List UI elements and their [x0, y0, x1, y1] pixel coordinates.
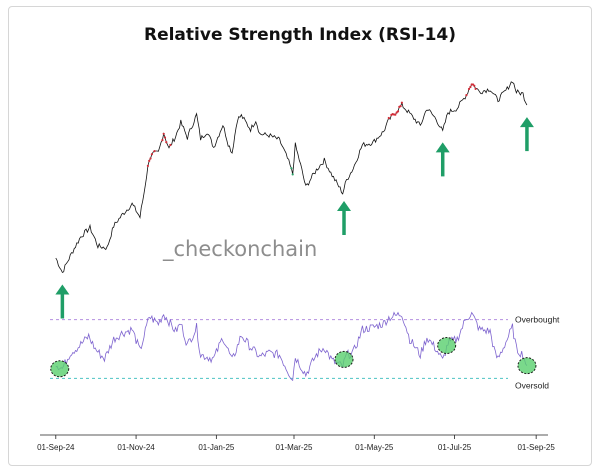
overbought-marker	[394, 113, 397, 116]
x-tick-label: 01-Nov-24	[117, 443, 155, 452]
oversold-circle	[517, 357, 537, 375]
overbought-marker	[150, 153, 153, 156]
overbought-marker	[467, 87, 471, 91]
overbought-marker	[153, 150, 156, 153]
overbought-marker	[399, 105, 402, 108]
overbought-marker	[469, 85, 472, 89]
x-tick-label: 01-Mar-25	[276, 443, 313, 452]
x-tick-label: 01-Jan-25	[198, 443, 235, 452]
overbought-marker	[149, 157, 152, 160]
overbought-marker	[148, 159, 151, 162]
x-tick-label: 01-Sep-24	[37, 443, 75, 452]
arrow-head	[55, 284, 70, 295]
oversold-label: Oversold	[515, 380, 549, 390]
overbought-marker	[387, 116, 390, 120]
overbought-marker	[474, 87, 477, 90]
overbought-marker	[465, 94, 468, 97]
overbought-marker	[400, 101, 403, 104]
oversold-circle	[437, 336, 457, 354]
rsi-levels: Overbought Oversold	[50, 315, 560, 390]
oversold-marker	[290, 167, 293, 170]
overbought-label: Overbought	[515, 315, 560, 325]
chart-title: Relative Strength Index (RSI-14)	[144, 25, 456, 45]
oversold-marker	[291, 173, 294, 176]
overbought-marker	[162, 132, 165, 135]
overbought-marker	[396, 110, 400, 113]
chart-frame	[8, 6, 592, 466]
oversold-circle	[50, 360, 70, 378]
x-tick-label: 01-Sep-25	[517, 443, 555, 452]
arrow-head	[337, 200, 352, 211]
arrow-head	[435, 142, 450, 153]
oversold-circle	[334, 350, 354, 368]
rsi-panel	[55, 311, 528, 382]
rsi-line	[55, 311, 528, 382]
price-panel	[55, 81, 528, 274]
annotations	[50, 117, 537, 378]
x-tick-label: 01-Jul-25	[438, 443, 472, 452]
overbought-marker	[169, 143, 172, 147]
overbought-marker	[146, 164, 149, 167]
arrow-head	[519, 117, 534, 128]
overbought-marker	[473, 84, 476, 87]
overbought-marker	[161, 139, 164, 142]
overbought-marker	[165, 141, 168, 144]
overbought-marker	[163, 136, 167, 139]
x-tick-label: 01-May-25	[355, 443, 394, 452]
x-axis: 01-Sep-24 01-Nov-24 01-Jan-25 01-Mar-25 01-M…	[37, 435, 555, 452]
watermark: _checkonchain	[162, 237, 317, 262]
